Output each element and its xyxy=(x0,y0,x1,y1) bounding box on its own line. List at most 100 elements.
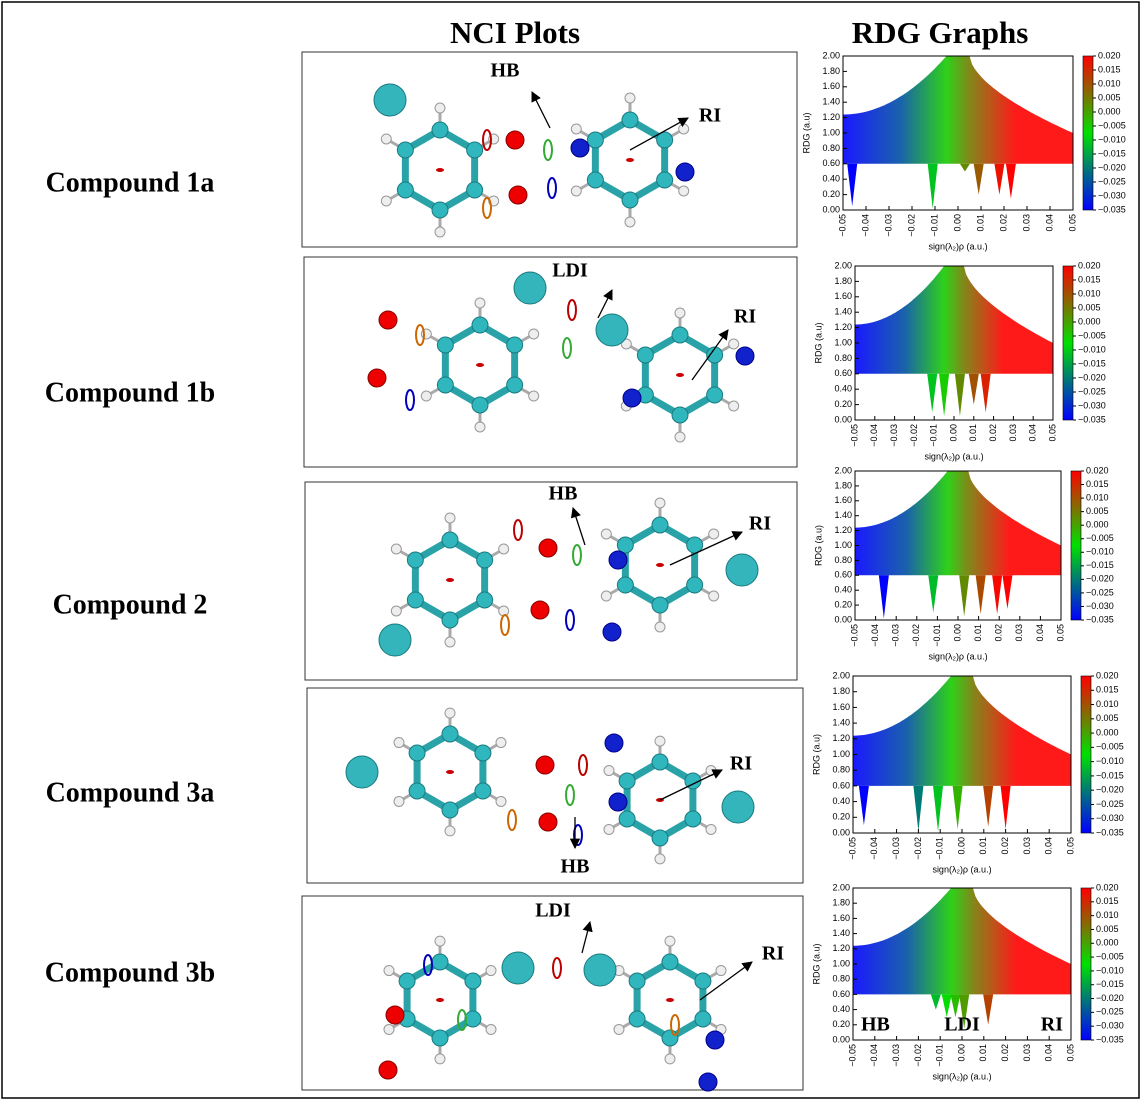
carbon xyxy=(657,172,673,188)
page: NCI Plots RDG Graphs Compound 1aHBRIComp… xyxy=(0,0,1142,1100)
chart-annotation: RI xyxy=(1041,1014,1063,1036)
x-tick-label: 0.03 xyxy=(1022,1044,1032,1062)
y-axis-label: RDG (a.u) xyxy=(811,943,821,984)
y-tick-label: 1.40 xyxy=(834,307,852,317)
x-tick-label: −0.05 xyxy=(837,214,847,237)
carbon xyxy=(652,517,668,533)
colorbar-tick-label: 0.005 xyxy=(1096,924,1119,934)
y-tick-label: 1.80 xyxy=(832,898,850,908)
carbon xyxy=(397,182,413,198)
x-tick-label: −0.04 xyxy=(870,624,880,647)
y-tick-label: 0.20 xyxy=(834,399,852,409)
nci-surface xyxy=(656,563,664,567)
y-tick-label: 0.60 xyxy=(834,570,852,580)
annotation: RI xyxy=(762,943,784,965)
nitrogen xyxy=(571,139,589,157)
y-tick-label: 0.80 xyxy=(834,353,852,363)
rdg-spike xyxy=(974,164,984,195)
colorbar-tick-label: −0.025 xyxy=(1098,176,1126,186)
hydrogen xyxy=(384,966,394,976)
y-tick-label: 1.60 xyxy=(832,702,850,712)
hydrogen xyxy=(435,1054,445,1064)
x-tick-label: 0.00 xyxy=(956,837,966,855)
y-tick-label: 2.00 xyxy=(834,465,852,475)
nci-panel xyxy=(307,688,803,883)
colorbar-tick-label: 0.010 xyxy=(1096,699,1119,709)
colorbar-tick-label: −0.015 xyxy=(1096,770,1124,780)
hydrogen xyxy=(435,936,445,946)
y-tick-label: 1.40 xyxy=(832,717,850,727)
colorbar-tick-label: 0.020 xyxy=(1096,670,1119,680)
rdg-spike xyxy=(933,786,943,832)
carbon xyxy=(442,612,458,628)
carbon xyxy=(672,327,688,343)
halogen xyxy=(726,554,758,586)
carbon xyxy=(619,773,635,789)
y-tick-label: 1.80 xyxy=(832,686,850,696)
x-tick-label: −0.04 xyxy=(869,837,879,860)
nitrogen xyxy=(736,347,754,365)
y-tick-label: 2.00 xyxy=(832,670,850,680)
hydrogen xyxy=(496,796,506,806)
rdg-spike xyxy=(953,786,963,829)
colorbar-tick-label: −0.025 xyxy=(1078,386,1106,396)
y-tick-label: 0.80 xyxy=(822,143,840,153)
carbon xyxy=(652,754,668,770)
x-tick-label: −0.02 xyxy=(909,424,919,447)
x-tick-label: −0.04 xyxy=(860,214,870,237)
x-axis-label: sign(λ₂)ρ (a.u.) xyxy=(928,651,987,661)
compound-label: Compound 1a xyxy=(46,167,215,198)
colorbar-tick-label: −0.005 xyxy=(1096,742,1124,752)
colorbar-tick-label: −0.025 xyxy=(1086,587,1114,597)
x-tick-label: −0.01 xyxy=(932,624,942,647)
carbon xyxy=(477,552,493,568)
oxygen xyxy=(368,369,386,387)
colorbar xyxy=(1083,56,1093,210)
halogen xyxy=(584,954,616,986)
y-tick-label: 1.00 xyxy=(834,337,852,347)
hydrogen xyxy=(716,966,726,976)
hydrogen xyxy=(625,93,635,103)
colorbar-tick-label: 0.015 xyxy=(1096,685,1119,695)
rdg-spike xyxy=(1002,575,1012,609)
y-tick-label: 1.40 xyxy=(832,928,850,938)
oxygen xyxy=(531,601,549,619)
x-tick-label: 0.03 xyxy=(1014,624,1024,642)
x-tick-label: 0.02 xyxy=(994,624,1004,642)
colorbar-tick-label: −0.005 xyxy=(1086,533,1114,543)
nci-surface xyxy=(666,998,674,1002)
colorbar-tick-label: 0.020 xyxy=(1086,465,1109,475)
carbon xyxy=(617,577,633,593)
x-tick-label: 0.01 xyxy=(975,214,985,232)
y-tick-label: 1.60 xyxy=(834,291,852,301)
x-tick-label: −0.03 xyxy=(883,214,893,237)
carbon xyxy=(507,377,523,393)
carbon xyxy=(442,802,458,818)
colorbar-tick-label: 0.015 xyxy=(1098,64,1121,74)
rdg-spike xyxy=(959,575,969,616)
hydrogen xyxy=(391,606,401,616)
hydrogen xyxy=(499,544,509,554)
carbon xyxy=(409,783,425,799)
hydrogen xyxy=(571,124,581,134)
colorbar-tick-label: 0.000 xyxy=(1086,520,1109,530)
hydrogen xyxy=(445,513,455,523)
x-tick-label: −0.02 xyxy=(906,214,916,237)
carbon xyxy=(407,592,423,608)
carbon xyxy=(672,407,688,423)
compound-label: Compound 3a xyxy=(46,777,215,808)
figure: NCI Plots RDG Graphs Compound 1aHBRIComp… xyxy=(0,0,1142,1100)
carbon xyxy=(507,337,523,353)
carbon xyxy=(437,337,453,353)
y-tick-label: 1.00 xyxy=(832,749,850,759)
x-tick-label: 0.01 xyxy=(968,424,978,442)
rdg-envelope xyxy=(855,266,1053,374)
colorbar-tick-label: −0.020 xyxy=(1086,574,1114,584)
colorbar-tick-label: −0.005 xyxy=(1096,951,1124,961)
x-tick-label: −0.01 xyxy=(929,424,939,447)
colorbar-tick-label: −0.035 xyxy=(1098,204,1126,214)
nci-surface xyxy=(436,168,444,172)
carbon xyxy=(437,377,453,393)
y-tick-label: 1.80 xyxy=(834,276,852,286)
hydrogen xyxy=(614,1024,624,1034)
